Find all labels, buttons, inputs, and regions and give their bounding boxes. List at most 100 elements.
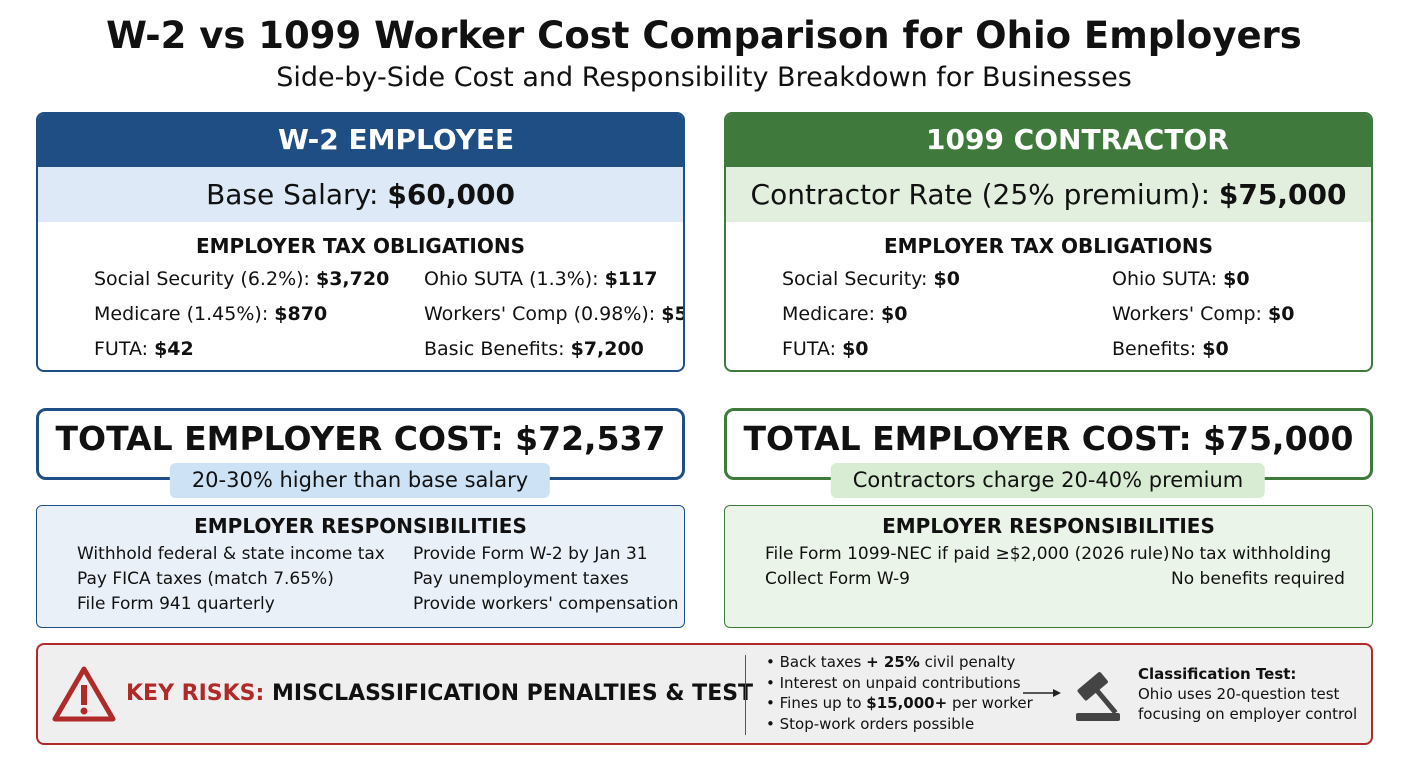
responsibilities-box: EMPLOYER RESPONSIBILITIES Withhold federa… <box>36 505 685 628</box>
warning-icon <box>52 666 116 722</box>
obligation-label: Workers' Comp: <box>1112 303 1262 325</box>
obligation-icon <box>382 266 410 294</box>
panel-top: CAFÉ 1099 CONTRACTOR Contractor Rate (25% … <box>724 112 1373 372</box>
subtitle: Side-by-Side Cost and Responsibility Bre… <box>276 62 1132 93</box>
obligation-label: Workers' Comp (0.98%): <box>424 303 656 325</box>
risk-text: Fines up to <box>779 694 867 712</box>
obligation: Ohio SUTA: $0 <box>1112 268 1250 290</box>
header-icon <box>846 114 918 166</box>
obligation: Social Security (6.2%): $3,720 <box>94 268 389 290</box>
obligation: Benefits: $0 <box>1112 338 1229 360</box>
check-icon <box>387 596 405 614</box>
obligations-title: EMPLOYER TAX OBLIGATIONS <box>883 234 1213 258</box>
responsibility: File Form 941 quarterly <box>77 594 275 614</box>
obligation-label: Benefits: <box>1112 338 1197 360</box>
risk-box: KEY RISKS: MISCLASSIFICATION PENALTIES &… <box>36 643 1373 745</box>
obligation-label: Ohio SUTA: <box>1112 268 1218 290</box>
base-label: Base Salary: <box>206 178 379 211</box>
obligation-value: $7,200 <box>570 338 644 360</box>
risk-item: • Back taxes + 25% civil penalty <box>766 653 1016 671</box>
divider <box>745 655 746 735</box>
panel-top: W-2 EMPLOYEE Base Salary: $60,000 EMPLOYER… <box>36 112 685 372</box>
obligation-label: Social Security: <box>782 268 928 290</box>
obligation-value: $588 <box>661 303 683 325</box>
check-icon <box>51 546 69 564</box>
icon-text: CAFÉ <box>889 112 907 114</box>
obligation-value: $0 <box>1202 338 1229 360</box>
risk-text: Back taxes <box>779 653 867 671</box>
base-label: Contractor Rate (25% premium): <box>750 178 1211 211</box>
responsibility: File Form 1099-NEC if paid ≥$2,000 (2026… <box>765 544 1170 564</box>
check-icon <box>739 546 757 564</box>
obligations-title: EMPLOYER TAX OBLIGATIONS <box>195 234 525 258</box>
check-icon <box>387 546 405 564</box>
responsibilities-title: EMPLOYER RESPONSIBILITIES <box>882 514 1215 538</box>
obligation: Basic Benefits: $7,200 <box>424 338 644 360</box>
base-band: Base Salary: $60,000 <box>38 167 683 222</box>
obligation-value: $0 <box>1223 268 1250 290</box>
responsibility: Provide Form W-2 by Jan 31 <box>413 544 648 564</box>
obligation-label: FUTA: <box>94 338 149 360</box>
obligation-value: $42 <box>154 338 194 360</box>
base-band: Contractor Rate (25% premium): $75,000 <box>726 167 1371 222</box>
title: W-2 vs 1099 Worker Cost Comparison for O… <box>106 14 1302 57</box>
check-icon <box>51 571 69 589</box>
responsibilities-title: EMPLOYER RESPONSIBILITIES <box>194 514 527 538</box>
obligation-label: FUTA: <box>782 338 837 360</box>
responsibility: Withhold federal & state income tax <box>77 544 385 564</box>
obligation: FUTA: $42 <box>94 338 194 360</box>
risk-title-rest: MISCLASSIFICATION PENALTIES & TEST <box>272 681 754 706</box>
base-value: $60,000 <box>387 178 515 211</box>
obligation-icon <box>740 336 768 364</box>
down-arrow <box>336 373 386 407</box>
check-icon <box>51 596 69 614</box>
obligation-value: $117 <box>604 268 658 290</box>
obligation-icon <box>740 266 768 294</box>
obligation-icon <box>52 336 80 364</box>
obligation-icon <box>1070 301 1098 329</box>
total-box: TOTAL EMPLOYER COST: $72,537 <box>36 408 685 480</box>
test-title: Classification Test: <box>1138 665 1297 683</box>
check-icon <box>1145 571 1163 589</box>
obligation-label: Ohio SUTA (1.3%): <box>424 268 599 290</box>
obligation-value: $0 <box>881 303 908 325</box>
risk-title-red: KEY RISKS: <box>126 681 265 706</box>
obligation-icon <box>1070 266 1098 294</box>
check-icon <box>739 571 757 589</box>
obligation: Workers' Comp (0.98%): $588 <box>424 303 683 325</box>
obligation: Medicare: $0 <box>782 303 908 325</box>
obligation: Ohio SUTA (1.3%): $117 <box>424 268 658 290</box>
obligation-value: $0 <box>842 338 869 360</box>
arrow <box>1023 689 1061 697</box>
test-line: Ohio uses 20-question test <box>1138 685 1340 703</box>
obligation-value: $3,720 <box>315 268 390 290</box>
responsibility: Provide workers' compensation <box>413 594 679 614</box>
obligation-label: Medicare (1.45%): <box>94 303 269 325</box>
obligation: FUTA: $0 <box>782 338 869 360</box>
responsibility: No tax withholding <box>1171 544 1332 564</box>
risk-text: $15,000+ <box>866 694 948 712</box>
risk-text: Stop-work orders possible <box>779 714 975 733</box>
obligation-icon <box>382 301 410 329</box>
obligation: Workers' Comp: $0 <box>1112 303 1294 325</box>
gavel-icon <box>1076 672 1120 721</box>
obligation-value: $0 <box>1268 303 1295 325</box>
obligation-label: Medicare: <box>782 303 875 325</box>
panel-title: 1099 CONTRACTOR <box>926 123 1229 156</box>
obligation-label: Social Security (6.2%): <box>94 268 310 290</box>
test-line: focusing on employer control <box>1138 705 1358 723</box>
base-value: $75,000 <box>1218 178 1347 211</box>
badge: Contractors charge 20-40% premium <box>830 463 1266 498</box>
responsibility: No benefits required <box>1171 569 1345 589</box>
obligation-icon <box>740 301 768 329</box>
panel-title: W-2 EMPLOYEE <box>278 123 515 156</box>
risk-text: Interest on unpaid contributions <box>779 673 1021 692</box>
risk-item: • Stop-work orders possible <box>766 714 975 733</box>
obligation-icon <box>1070 336 1098 364</box>
obligation: Social Security: $0 <box>782 268 960 290</box>
risk-text: + 25% <box>866 653 920 671</box>
check-icon <box>387 571 405 589</box>
obligation-icon <box>382 336 410 364</box>
obligation: Medicare (1.45%): $870 <box>94 303 327 325</box>
